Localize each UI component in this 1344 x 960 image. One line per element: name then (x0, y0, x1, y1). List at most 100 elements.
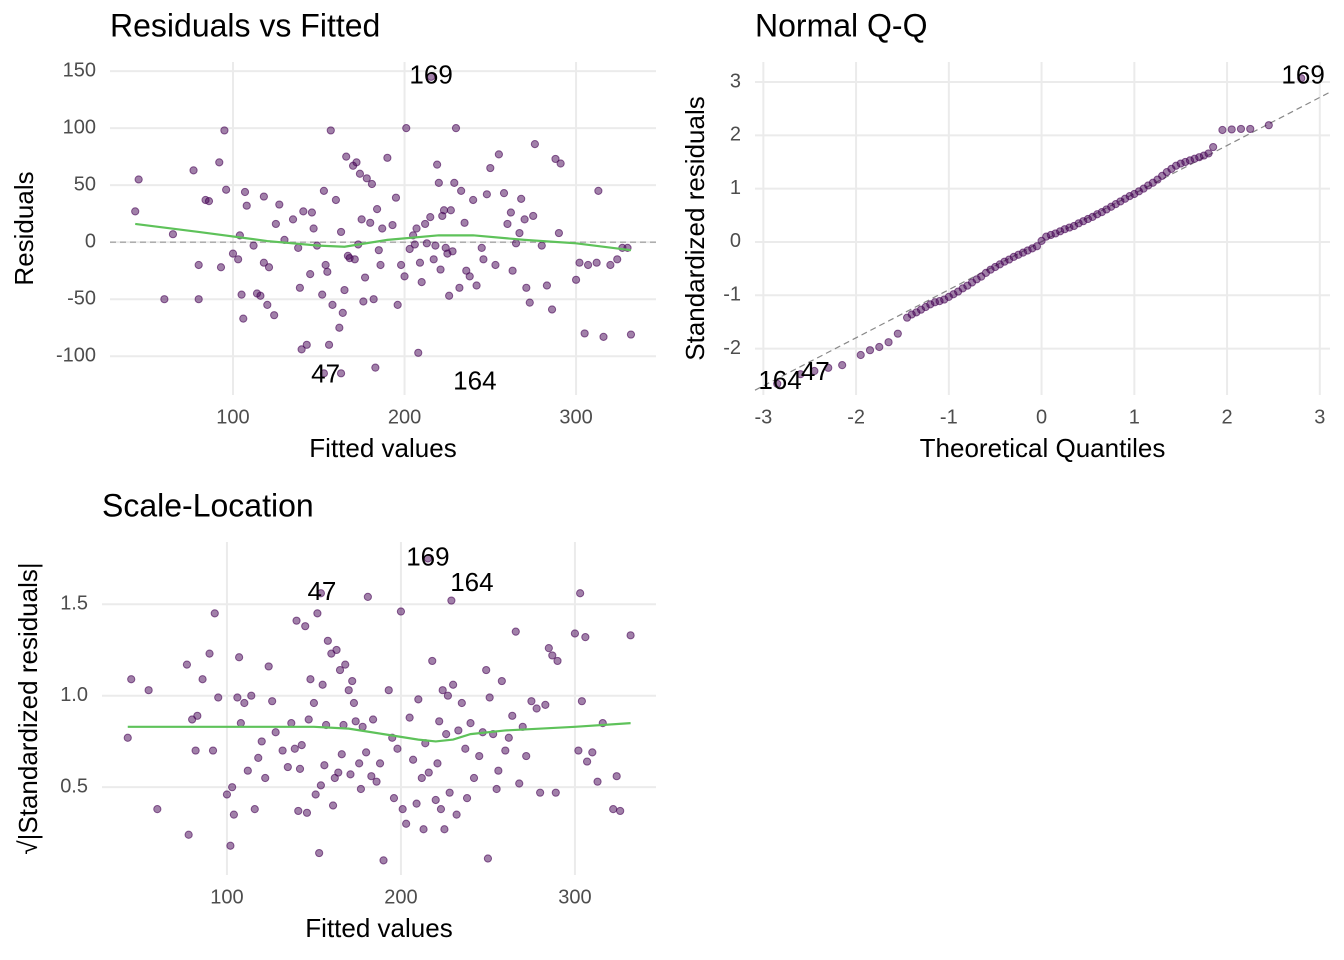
point (182, 660, 192, 669)
point (582, 757, 592, 766)
point (450, 178, 459, 187)
point (1120, 194, 1130, 203)
point (431, 795, 440, 805)
y-tick-label: 1.5 (60, 592, 88, 614)
y-tick-label: -2 (723, 337, 741, 359)
point (423, 554, 432, 563)
point (1130, 189, 1139, 199)
x-tick-label: 200 (388, 406, 421, 428)
y-tick-label: 100 (63, 116, 96, 138)
point (824, 363, 833, 372)
point (433, 160, 442, 169)
point (215, 158, 224, 167)
point (393, 744, 402, 753)
y-axis-title: Standardized residuals (680, 96, 710, 361)
x-axis-title: Fitted values (305, 913, 452, 943)
point (440, 825, 449, 834)
point (299, 207, 308, 216)
point (313, 609, 322, 618)
point-label: 164 (758, 365, 801, 395)
point (1176, 159, 1185, 168)
point (374, 246, 383, 255)
point (865, 346, 875, 355)
point (522, 283, 531, 292)
point (530, 140, 539, 149)
point (318, 680, 327, 689)
point (532, 704, 541, 713)
point (323, 636, 332, 645)
point-label: 169 (409, 60, 452, 90)
point (1083, 214, 1093, 224)
point (421, 219, 430, 229)
point-label: 164 (450, 567, 493, 597)
y-tick-label: 2 (730, 124, 741, 146)
point (477, 243, 486, 252)
point (447, 596, 456, 605)
y-tick-label: -1 (723, 284, 741, 306)
point (884, 338, 893, 347)
point (486, 163, 495, 173)
point (810, 366, 819, 376)
point (396, 260, 406, 270)
y-axis-title: Residuals (9, 171, 39, 285)
point (439, 206, 449, 215)
point (944, 292, 953, 301)
point (229, 810, 238, 819)
x-tick-label: 200 (384, 886, 417, 908)
point (316, 781, 325, 790)
point (506, 208, 515, 217)
point (457, 698, 466, 708)
x-tick-label: 300 (559, 406, 592, 428)
point (935, 297, 944, 306)
point (485, 693, 494, 702)
point (575, 258, 584, 267)
point (461, 744, 470, 753)
point (240, 187, 250, 197)
point (537, 241, 546, 250)
point (527, 697, 536, 706)
point (184, 830, 193, 839)
point-label: 169 (406, 541, 449, 571)
point (536, 788, 545, 797)
point (571, 275, 581, 284)
y-tick-label: 0 (730, 230, 741, 252)
point (237, 290, 246, 299)
point (278, 746, 287, 755)
point (366, 218, 375, 227)
point (271, 728, 280, 737)
point (460, 218, 469, 227)
point (1074, 219, 1083, 228)
point (311, 790, 320, 799)
point (551, 788, 560, 797)
point (405, 713, 414, 722)
point (222, 185, 231, 194)
point (268, 697, 277, 706)
point (216, 263, 226, 272)
x-tick-label: -1 (940, 406, 958, 428)
point (981, 268, 991, 277)
point (501, 746, 510, 755)
point (355, 759, 364, 768)
x-tick-label: 100 (210, 886, 243, 908)
point (220, 126, 229, 135)
point (838, 361, 847, 370)
point (542, 281, 552, 290)
point (508, 266, 517, 275)
point (433, 759, 442, 768)
point (588, 748, 597, 757)
point (204, 197, 214, 206)
point (351, 717, 360, 726)
point (376, 260, 385, 270)
x-tick-label: 3 (1314, 406, 1325, 428)
point (233, 693, 242, 702)
point (234, 255, 243, 264)
point (451, 124, 461, 133)
point (991, 262, 1000, 272)
point (893, 329, 902, 338)
point (160, 295, 169, 304)
point (271, 219, 280, 229)
point (599, 332, 608, 341)
point (515, 779, 524, 788)
point (574, 746, 583, 755)
point (379, 856, 388, 865)
